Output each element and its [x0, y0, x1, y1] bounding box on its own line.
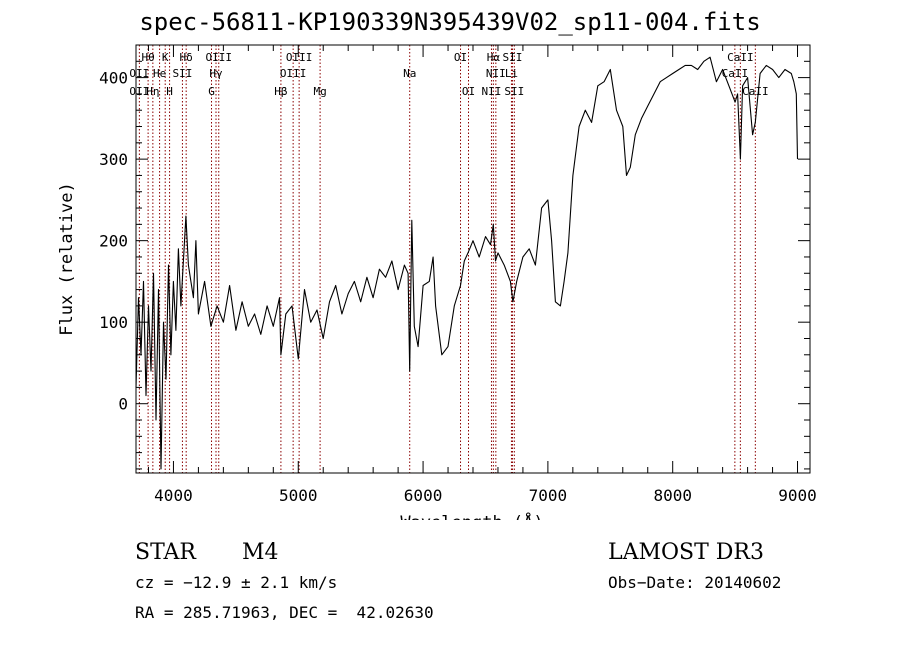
spectral-line-label: Hγ [209, 67, 223, 80]
spectral-line-label: H [166, 85, 173, 98]
y-axis-label: Flux (relative) [57, 182, 77, 336]
spectral-line-label: Mg [313, 85, 326, 98]
spectral-line-label: Na [403, 67, 416, 80]
y-tick-label: 200 [99, 232, 128, 251]
spectral-line-label: OII [129, 67, 149, 80]
survey-name: LAMOST DR3 [608, 540, 764, 565]
spectral-line-label: Hδ [180, 51, 193, 64]
redshift-value: cz = −12.9 ± 2.1 km/s [135, 573, 338, 592]
flux-series-line [135, 56, 799, 470]
spectral-line-label: OII [129, 85, 149, 98]
spectral-line-label: K [162, 51, 169, 64]
spectral-line-label: OIII [286, 51, 313, 64]
y-tick-label: 300 [99, 150, 128, 169]
spectral-line-label: SII [504, 85, 524, 98]
spectral-line-label: OI [462, 85, 475, 98]
spectral-line-label: Li [505, 67, 518, 80]
spectral-line-label: CaII [727, 51, 754, 64]
spectral-line-label: OIII [206, 51, 233, 64]
x-tick-label: 7000 [529, 486, 568, 505]
x-tick-label: 9000 [778, 486, 817, 505]
spectral-line-label: OI [454, 51, 467, 64]
spectral-line-label: SII [172, 67, 192, 80]
spectral-line-label: SII [503, 51, 523, 64]
spectral-line-label: Hα [487, 51, 501, 64]
x-tick-label: 4000 [154, 486, 193, 505]
spectral-line-label: CaII [722, 67, 749, 80]
plot-frame [135, 44, 811, 474]
x-tick-label: 8000 [653, 486, 692, 505]
object-class: STAR [135, 540, 196, 565]
coordinates: RA = 285.71963, DEC = 42.02630 [135, 603, 434, 622]
y-tick-label: 0 [118, 395, 128, 414]
y-tick-label: 100 [99, 313, 128, 332]
spectral-subclass: M4 [242, 540, 279, 565]
x-tick-label: 6000 [404, 486, 443, 505]
spectral-line-label: NII [486, 67, 506, 80]
y-tick-label: 400 [99, 69, 128, 88]
y-axis-ticks: 0 100 200 300 400 [99, 44, 810, 470]
x-tick-label: 5000 [279, 486, 318, 505]
spectral-line-label: CaII [742, 85, 769, 98]
line-markers [138, 45, 756, 473]
spectral-line-label: Hη [146, 85, 159, 98]
spectral-line-label: NII [482, 85, 502, 98]
observation-date: Obs−Date: 20140602 [608, 573, 782, 592]
x-axis-label: Wavelength (Å) [400, 511, 543, 520]
spectral-line-label: G [208, 85, 215, 98]
spectral-line-label: Hθ [141, 51, 154, 64]
spectral-line-label: He [153, 67, 166, 80]
spectral-line-label: OIII [280, 67, 307, 80]
spectral-line-label: Hβ [274, 85, 288, 98]
chart-title: spec-56811-KP190339N395439V02_sp11-004.f… [139, 8, 761, 36]
x-axis-ticks: 4000 5000 6000 7000 8000 9000 [147, 45, 817, 505]
